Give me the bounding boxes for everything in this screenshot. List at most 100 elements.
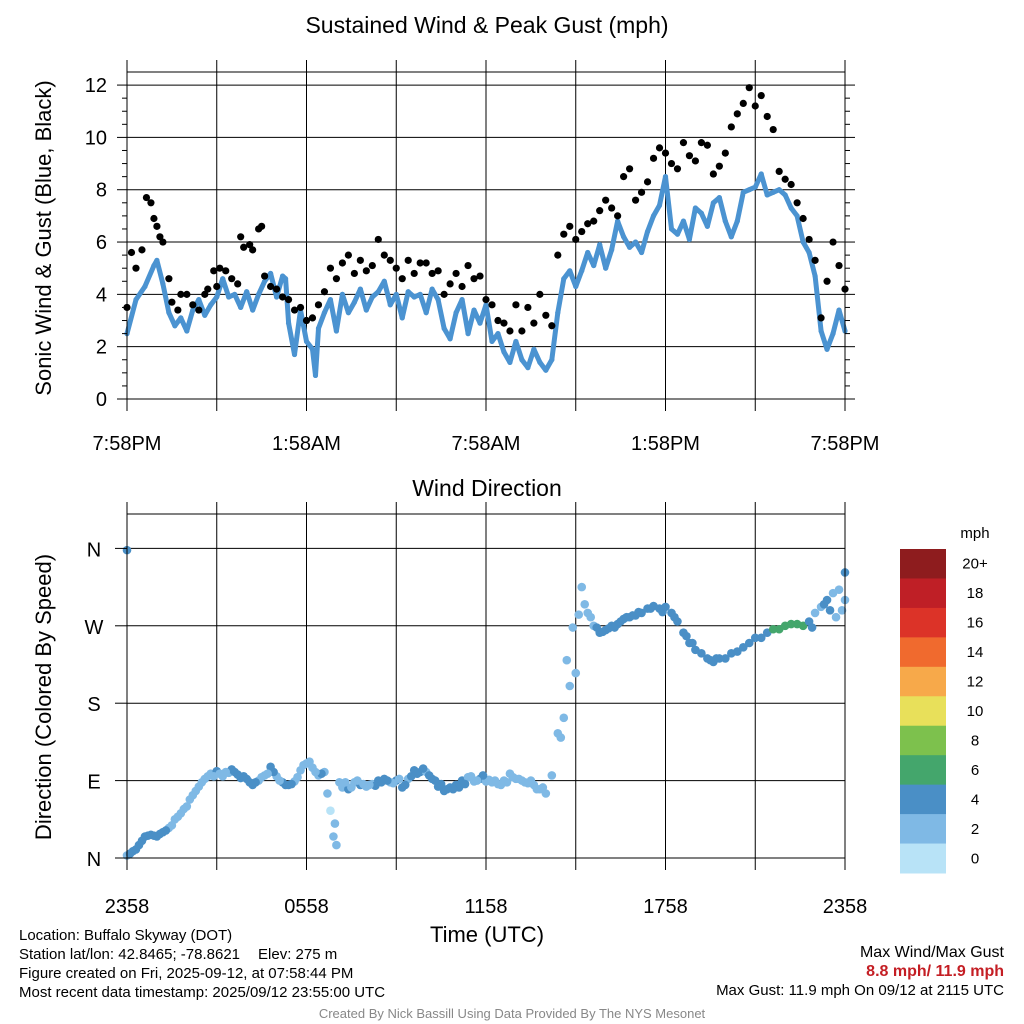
colorbar-label: 2 <box>971 821 979 838</box>
peak-gust-point <box>142 193 151 202</box>
colorbar-swatch <box>900 784 946 815</box>
direction-point <box>786 619 796 629</box>
direction-point <box>257 772 266 782</box>
sustained-wind-point <box>525 365 531 371</box>
peak-gust-point <box>781 175 789 183</box>
sustained-wind-point <box>202 312 208 318</box>
peak-gust-point <box>787 180 795 189</box>
direction-point <box>406 772 416 781</box>
peak-gust-point <box>398 275 406 283</box>
peak-gust-point <box>392 264 400 272</box>
sustained-wind-point <box>285 320 292 326</box>
sustained-wind-point <box>495 331 501 337</box>
peak-gust-point <box>685 152 694 160</box>
direction-point <box>807 623 817 632</box>
direction-point <box>472 776 482 785</box>
direction-point <box>149 831 159 840</box>
direction-point <box>834 585 844 594</box>
sustained-wind-point <box>609 247 615 253</box>
direction-point <box>798 621 808 631</box>
direction-point <box>831 612 841 622</box>
colorbar-swatch <box>900 725 946 756</box>
direction-point <box>568 623 578 632</box>
peak-gust-point <box>228 275 236 283</box>
direction-point <box>293 772 302 782</box>
peak-gust-point <box>434 267 442 275</box>
peak-gust-point <box>673 165 682 173</box>
peak-gust-point <box>470 275 478 283</box>
peak-gust-point <box>344 251 352 259</box>
sustained-wind-point <box>716 194 722 201</box>
direction-point <box>508 772 518 782</box>
direction-point <box>592 623 601 632</box>
sustained-wind-point <box>345 310 351 316</box>
sustained-wind-point <box>621 234 627 240</box>
sustained-wind-point <box>764 192 770 198</box>
peak-gust-point <box>721 149 729 157</box>
peak-gust-point <box>596 207 604 215</box>
peak-gust-point <box>530 319 538 327</box>
direction-point <box>532 784 542 794</box>
peak-gust-point <box>147 199 155 207</box>
peak-gust-point <box>643 178 652 186</box>
sustained-wind-point <box>824 346 830 352</box>
sustained-wind-point <box>268 270 274 277</box>
sustained-wind-point <box>770 189 776 195</box>
sustained-wind-point <box>459 296 465 303</box>
sustained-wind-point <box>740 189 746 195</box>
peak-gust-point <box>572 235 580 244</box>
direction-point <box>353 776 362 785</box>
direction-point <box>131 845 141 854</box>
sustained-wind-point <box>441 325 447 331</box>
peak-gust-point <box>703 141 711 149</box>
direction-point <box>733 647 742 656</box>
direction-point <box>430 776 440 785</box>
peak-gust-point <box>769 125 777 134</box>
sustained-wind-point <box>531 346 537 352</box>
peak-gust-point <box>667 159 676 168</box>
direction-point <box>143 831 153 840</box>
sustained-wind-point <box>734 218 740 224</box>
peak-gust-point <box>374 235 382 244</box>
colorbar-label: 18 <box>967 585 984 602</box>
sustained-wind-point <box>632 239 639 245</box>
top-xtick-label: 7:58AM <box>452 433 521 455</box>
bottom-chart-grid <box>127 514 845 858</box>
peak-gust-point <box>127 248 136 257</box>
peak-gust-point <box>153 222 161 230</box>
peak-gust-point <box>350 269 358 278</box>
colorbar-swatch <box>900 607 946 638</box>
top-xtick-label: 7:58PM <box>93 433 162 455</box>
colorbar-label: 0 <box>971 850 979 867</box>
sustained-wind-point <box>644 228 651 235</box>
direction-point <box>562 655 572 665</box>
peak-gust-point <box>608 204 616 212</box>
latlon-elev-line: Station lat/lon: 42.8465; -78.8621 Elev: … <box>19 945 385 964</box>
sustained-wind-point <box>465 331 471 337</box>
direction-point <box>203 772 213 781</box>
top-xtick-label: 1:58AM <box>272 433 341 455</box>
peak-gust-point <box>338 259 346 267</box>
sustained-wind-point <box>794 213 800 219</box>
sustained-wind-point <box>591 262 597 269</box>
sustained-wind-point <box>214 294 220 300</box>
sustained-wind-point <box>489 338 495 345</box>
sustained-wind-point <box>435 296 441 303</box>
direction-point <box>335 778 344 787</box>
max-summary: Max Wind/Max Gust 8.8 mph/ 11.9 mph Max … <box>716 943 1004 1000</box>
sustained-wind-point <box>321 310 328 316</box>
sustained-wind-point <box>836 307 842 313</box>
colorbar-label: 6 <box>971 762 979 779</box>
credit-text: Created By Nick Bassill Using Data Provi… <box>318 1006 706 1021</box>
direction-point <box>245 778 254 787</box>
sustained-wind-point <box>244 289 250 295</box>
direction-point <box>622 612 631 622</box>
sustained-wind-point <box>728 234 734 240</box>
peak-gust-point <box>210 267 218 275</box>
bottom-chart-axes: N E S W N 2358 0558 1158 1758 2358 <box>85 502 867 918</box>
colorbar-label: 16 <box>967 615 984 632</box>
direction-point <box>721 654 730 663</box>
peak-gust-point <box>284 295 293 304</box>
sustained-wind-point <box>357 286 363 292</box>
peak-gust-point <box>775 167 783 176</box>
